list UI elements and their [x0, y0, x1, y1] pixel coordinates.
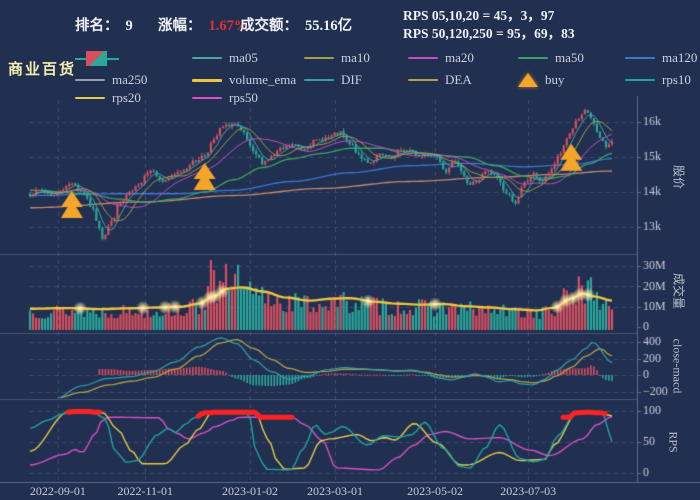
legend-item-buy[interactable]: buy: [518, 72, 565, 88]
legend-item-ma120[interactable]: ma120: [625, 50, 697, 66]
x-axis-label: 2022-09-01: [29, 484, 86, 498]
rps-summary-long: RPS 50,120,250 = 95，69，83: [403, 26, 575, 41]
x-axis-label: 2023-03-01: [306, 484, 363, 498]
change-value: 1.67%: [208, 18, 249, 34]
rps50-line-icon: [192, 97, 222, 99]
legend-item-ma05[interactable]: ma05: [192, 50, 258, 66]
price-axis-title: 股价: [671, 164, 686, 190]
legend-item-rps20[interactable]: rps20: [75, 90, 141, 106]
legend-item-DEA[interactable]: DEA: [408, 72, 472, 88]
legend-label: DEA: [445, 72, 472, 87]
legend-item-ma250[interactable]: ma250: [75, 72, 147, 88]
legend-item-DIF[interactable]: DIF: [304, 72, 362, 88]
legend-item-volume_ema[interactable]: volume_ema: [192, 72, 296, 88]
volume_ema-line-icon: [192, 78, 222, 82]
rps20-line-icon: [75, 97, 105, 99]
rps-axis-title: RPS: [666, 431, 681, 453]
rps-summary-short: RPS 05,10,20 = 45，3，97: [403, 8, 555, 23]
candlestick-icon: [75, 50, 119, 66]
turnover-stat: 成交额： 55.16亿: [240, 14, 352, 35]
change-label: 涨幅：: [158, 18, 202, 34]
ma120-line-icon: [625, 57, 655, 59]
x-axis-label: 2023-07-03: [500, 484, 557, 498]
DIF-line-icon: [304, 79, 334, 81]
change-stat: 涨幅： 1.67%: [158, 14, 248, 35]
legend-item-kline[interactable]: [75, 50, 119, 66]
rank-stat: 排名： 9: [75, 14, 133, 35]
legend-label: ma50: [555, 50, 584, 65]
legend-label: rps10: [662, 72, 691, 87]
macd-axis-title: close-macd: [670, 338, 685, 394]
rank-value: 9: [125, 18, 133, 34]
legend-label: rps50: [229, 90, 258, 105]
volume-axis-title: 成交量: [671, 272, 686, 310]
legend-label: DIF: [341, 72, 362, 87]
x-axis-label: 2023-05-02: [407, 484, 464, 498]
turnover-value: 55.16亿: [305, 18, 353, 34]
legend-item-rps50[interactable]: rps50: [192, 90, 258, 106]
legend-label: ma20: [445, 50, 474, 65]
ma10-line-icon: [304, 57, 334, 59]
legend-label: ma250: [112, 72, 148, 87]
legend-label: ma120: [662, 50, 698, 65]
ma250-line-icon: [75, 79, 105, 81]
x-axis-label: 2023-01-02: [221, 484, 278, 498]
x-axis-label: 2022-11-01: [117, 484, 174, 498]
buy-triangle-icon: [518, 73, 538, 87]
ma50-line-icon: [518, 57, 548, 59]
legend-item-ma10[interactable]: ma10: [304, 50, 370, 66]
legend-label: ma05: [229, 50, 258, 65]
turnover-label: 成交额：: [240, 18, 298, 34]
legend-item-rps10[interactable]: rps10: [625, 72, 691, 88]
ma20-line-icon: [408, 57, 438, 59]
rank-label: 排名：: [75, 18, 119, 34]
sector-title: 商业百货: [8, 62, 77, 78]
legend-label: ma10: [341, 50, 370, 65]
legend-label: volume_ema: [229, 72, 297, 87]
legend-label: buy: [545, 72, 565, 87]
DEA-line-icon: [408, 79, 438, 81]
ma05-line-icon: [192, 57, 222, 59]
legend-item-ma20[interactable]: ma20: [408, 50, 474, 66]
legend-item-ma50[interactable]: ma50: [518, 50, 584, 66]
rps10-line-icon: [625, 79, 655, 81]
legend-label: rps20: [112, 90, 141, 105]
